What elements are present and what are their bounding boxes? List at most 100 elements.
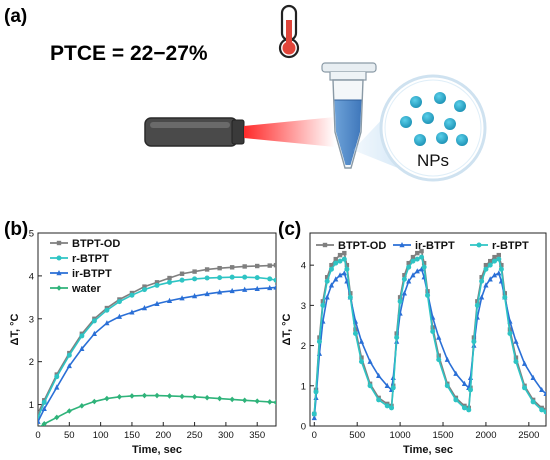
y-tick-label: 0 bbox=[301, 422, 306, 433]
data-point bbox=[91, 398, 97, 405]
data-point bbox=[104, 320, 110, 326]
data-point bbox=[342, 250, 347, 256]
nanoparticle-dot bbox=[410, 96, 422, 108]
data-point bbox=[487, 276, 493, 282]
y-axis-title: ΔT, °C bbox=[9, 314, 21, 346]
legend-label: ir-BTPT bbox=[72, 268, 112, 280]
eppendorf-tube-icon bbox=[321, 62, 377, 169]
data-point bbox=[474, 302, 480, 308]
nanoparticle-dots bbox=[400, 92, 468, 146]
data-point bbox=[502, 294, 508, 300]
data-point bbox=[38, 418, 41, 424]
data-point bbox=[358, 338, 365, 344]
data-point bbox=[367, 358, 373, 364]
data-point bbox=[79, 403, 85, 409]
data-point bbox=[66, 362, 72, 369]
nanoparticle-dot bbox=[422, 112, 434, 124]
data-point bbox=[311, 414, 317, 421]
data-point bbox=[179, 271, 185, 276]
x-tick-label: 500 bbox=[349, 430, 365, 441]
data-point bbox=[483, 262, 489, 268]
data-point bbox=[436, 353, 441, 358]
data-point bbox=[352, 331, 358, 337]
data-point bbox=[179, 277, 185, 283]
data-point bbox=[229, 274, 235, 280]
data-point bbox=[79, 333, 85, 339]
y-tick-label: 5 bbox=[29, 229, 34, 240]
data-point bbox=[513, 338, 519, 344]
data-point bbox=[129, 309, 135, 315]
y-tick-label: 1 bbox=[29, 400, 34, 411]
data-point bbox=[406, 264, 412, 270]
data-point bbox=[344, 262, 350, 268]
nanoparticle-dot bbox=[454, 100, 466, 112]
x-tick-label: 2000 bbox=[475, 430, 496, 441]
data-point bbox=[402, 273, 407, 278]
legend-label: BTPT-OD bbox=[338, 240, 386, 252]
data-point bbox=[273, 262, 276, 268]
legend-label: ir-BTPT bbox=[415, 240, 455, 252]
data-point bbox=[79, 345, 85, 351]
data-point bbox=[167, 279, 173, 285]
data-point bbox=[401, 276, 407, 282]
data-point bbox=[242, 274, 248, 280]
data-point bbox=[192, 269, 197, 274]
series-line-water bbox=[39, 394, 276, 426]
data-point bbox=[324, 278, 330, 284]
data-point bbox=[56, 255, 62, 261]
y-tick-label: 3 bbox=[301, 301, 306, 312]
data-point bbox=[91, 330, 97, 336]
data-point bbox=[38, 425, 39, 426]
data-point bbox=[479, 294, 485, 300]
data-point bbox=[543, 409, 546, 415]
data-point bbox=[414, 268, 420, 274]
x-axis-title: Time, sec bbox=[132, 444, 182, 456]
data-point bbox=[313, 389, 319, 395]
data-point bbox=[267, 399, 273, 405]
data-point bbox=[56, 270, 62, 276]
data-point bbox=[488, 258, 493, 264]
thermometer-icon bbox=[278, 4, 300, 59]
data-point bbox=[154, 300, 160, 306]
y-tick-label: 3 bbox=[29, 314, 34, 325]
nanoparticle-zoom-icon: NPs bbox=[379, 74, 487, 182]
x-axis-title: Time, sec bbox=[403, 444, 453, 456]
data-point bbox=[384, 403, 390, 409]
data-point bbox=[54, 384, 60, 390]
data-point bbox=[254, 398, 260, 404]
data-point bbox=[410, 272, 416, 278]
data-point bbox=[421, 260, 427, 266]
data-point bbox=[461, 380, 468, 386]
legend: BTPT-OD r-BTPT ir-BTPT water bbox=[50, 238, 120, 295]
data-point bbox=[436, 334, 442, 340]
nanoparticle-dot bbox=[436, 132, 448, 144]
data-point bbox=[141, 287, 147, 293]
data-point bbox=[166, 297, 173, 303]
x-tick-label: 1000 bbox=[390, 430, 411, 441]
data-point bbox=[273, 399, 276, 406]
data-point bbox=[333, 260, 339, 266]
data-point bbox=[499, 262, 504, 268]
data-point bbox=[430, 329, 436, 335]
data-point bbox=[344, 266, 350, 272]
x-tick-label: 0 bbox=[312, 430, 317, 441]
x-tick-label: 350 bbox=[249, 430, 265, 441]
x-tick-label: 250 bbox=[187, 430, 203, 441]
data-point bbox=[410, 258, 416, 264]
data-point bbox=[328, 282, 335, 288]
data-point bbox=[273, 277, 276, 283]
series-line-ir-BTPT bbox=[38, 286, 276, 423]
laser-beam bbox=[244, 117, 335, 147]
legend-label: water bbox=[71, 283, 101, 295]
y-tick-label: 1 bbox=[301, 381, 306, 392]
data-point bbox=[436, 357, 442, 363]
data-point bbox=[267, 284, 273, 291]
data-point bbox=[91, 318, 97, 324]
data-point bbox=[204, 275, 210, 281]
data-point bbox=[530, 399, 536, 405]
plot-frame bbox=[309, 232, 547, 427]
data-point bbox=[129, 292, 135, 298]
data-point bbox=[399, 242, 405, 248]
series-group bbox=[38, 262, 276, 426]
data-point bbox=[487, 262, 493, 268]
